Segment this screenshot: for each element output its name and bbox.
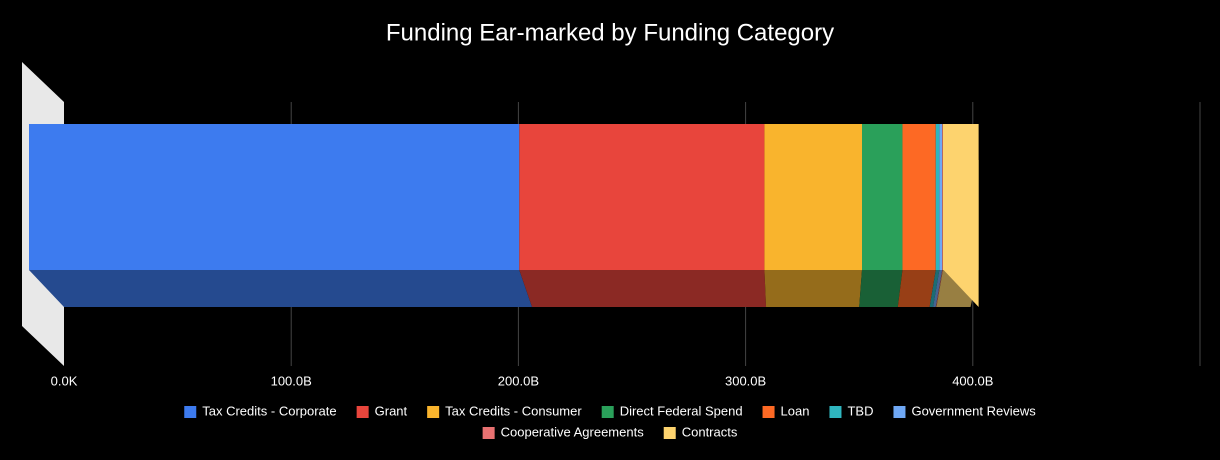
x-tick-label: 400.0B	[952, 373, 993, 388]
bar	[935, 124, 940, 270]
legend-label: Tax Credits - Consumer	[445, 403, 582, 418]
bar-bottom	[29, 270, 533, 307]
bar-bottom	[859, 270, 903, 307]
bar-bottom	[935, 270, 943, 307]
legend-swatch	[482, 427, 495, 439]
legend-label: Contracts	[682, 424, 738, 439]
bar	[764, 124, 862, 270]
legend-swatch	[663, 427, 676, 439]
bar-bottom	[929, 270, 940, 307]
bar	[29, 124, 520, 270]
legend-label: Grant	[375, 403, 408, 418]
legend-swatch	[427, 406, 440, 418]
bar	[942, 124, 979, 270]
bar	[939, 124, 943, 270]
bar-bottom	[897, 270, 936, 307]
legend-swatch	[893, 406, 906, 418]
legend-swatch	[829, 406, 842, 418]
x-tick-label: 0.0K	[51, 373, 78, 388]
bar-bottom	[764, 270, 862, 307]
legend-label: TBD	[847, 403, 873, 418]
legend-label: Loan	[781, 403, 810, 418]
legend-swatch	[762, 406, 775, 418]
x-tick-label: 200.0B	[498, 373, 539, 388]
bar	[902, 124, 936, 270]
bar	[862, 124, 903, 270]
bar-bottom	[933, 270, 943, 307]
x-tick-label: 100.0B	[271, 373, 312, 388]
legend-label: Government Reviews	[911, 403, 1036, 418]
legend-swatch	[184, 406, 197, 418]
x-tick-label: 300.0B	[725, 373, 766, 388]
legend-label: Cooperative Agreements	[501, 424, 645, 439]
legend-swatch	[601, 406, 614, 418]
legend-label: Tax Credits - Corporate	[202, 403, 336, 418]
bar	[942, 124, 943, 270]
legend-label: Direct Federal Spend	[620, 403, 743, 418]
bar-bottom	[519, 270, 767, 307]
bar	[519, 124, 765, 270]
legend-swatch	[356, 406, 369, 418]
chart-title: Funding Ear-marked by Funding Category	[386, 19, 834, 46]
